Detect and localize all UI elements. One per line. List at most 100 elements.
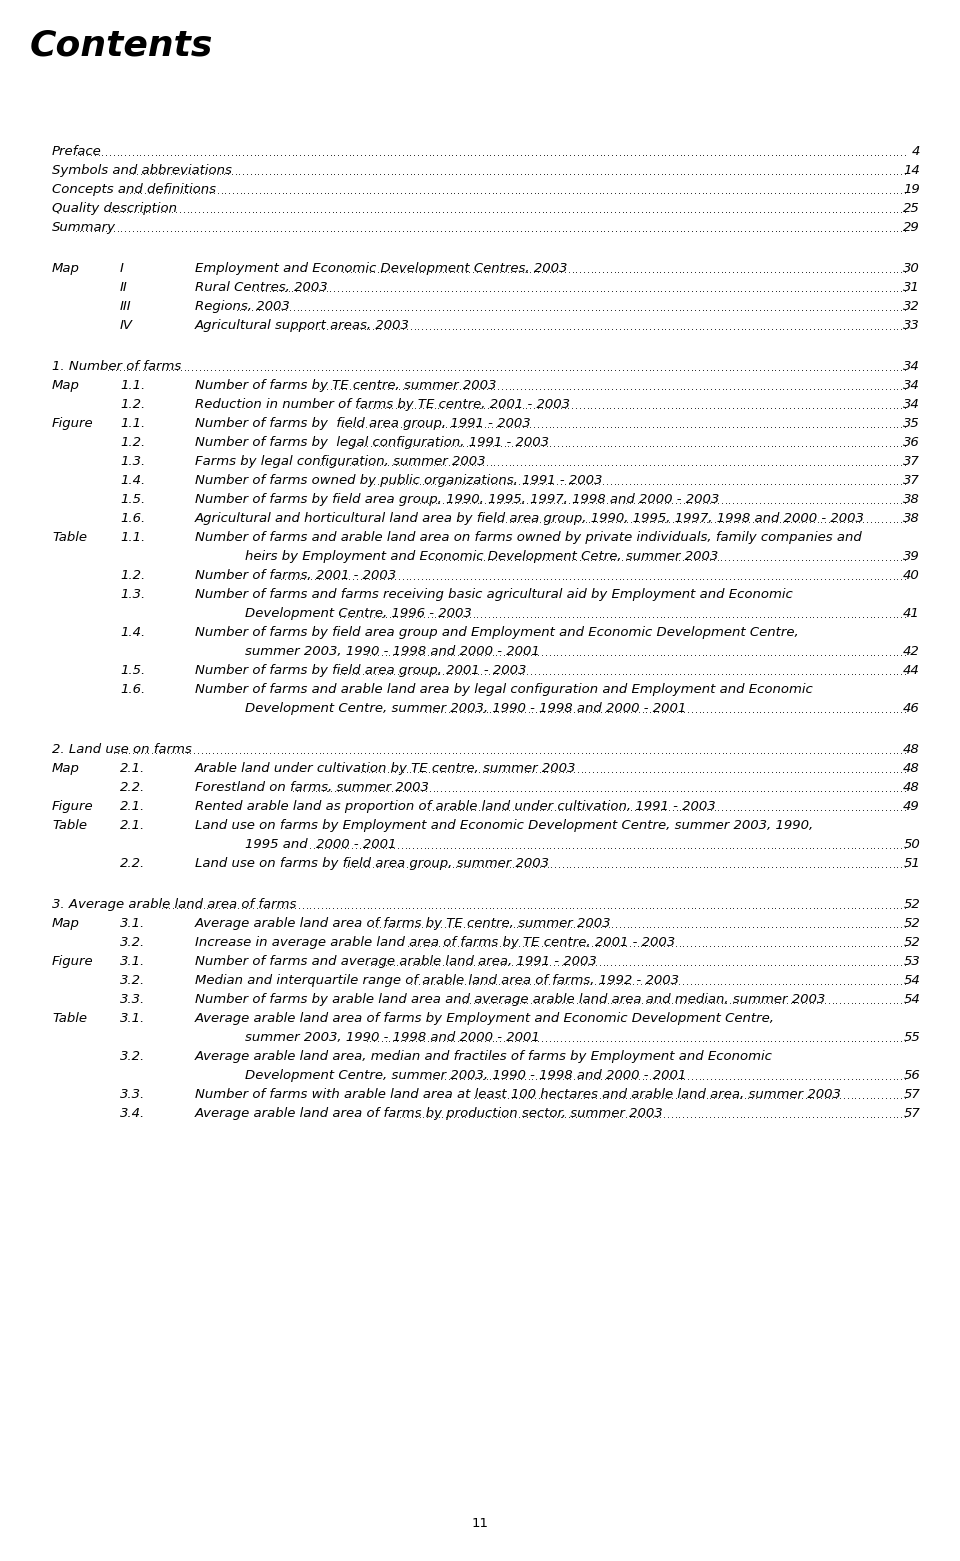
Text: 3.1.: 3.1.: [120, 955, 145, 968]
Text: 34: 34: [903, 398, 920, 411]
Text: 48: 48: [903, 743, 920, 756]
Text: 2.1.: 2.1.: [120, 799, 145, 813]
Text: Table: Table: [52, 531, 87, 543]
Text: 37: 37: [903, 475, 920, 487]
Text: 38: 38: [903, 493, 920, 506]
Text: 1.6.: 1.6.: [120, 512, 145, 524]
Text: Increase in average arable land area of farms by TE centre, 2001 - 2003: Increase in average arable land area of …: [195, 937, 675, 949]
Text: 36: 36: [903, 436, 920, 450]
Text: 44: 44: [903, 663, 920, 677]
Text: 34: 34: [903, 379, 920, 392]
Text: 14: 14: [903, 164, 920, 176]
Text: Average arable land area of farms by Employment and Economic Development Centre,: Average arable land area of farms by Emp…: [195, 1012, 775, 1026]
Text: Forestland on farms, summer 2003: Forestland on farms, summer 2003: [195, 780, 429, 795]
Text: Number of farms by field area group, 2001 - 2003: Number of farms by field area group, 200…: [195, 663, 526, 677]
Text: Average arable land area of farms by production sector, summer 2003: Average arable land area of farms by pro…: [195, 1107, 663, 1119]
Text: Rented arable land as proportion of arable land under cultivation, 1991 - 2003: Rented arable land as proportion of arab…: [195, 799, 715, 813]
Text: 11: 11: [471, 1517, 489, 1530]
Text: Average arable land area, median and fractiles of farms by Employment and Econom: Average arable land area, median and fra…: [195, 1051, 773, 1063]
Text: Median and interquartile range of arable land area of farms, 1992 - 2003: Median and interquartile range of arable…: [195, 974, 679, 987]
Text: 46: 46: [903, 702, 920, 715]
Text: 48: 48: [903, 780, 920, 795]
Text: 4: 4: [912, 145, 920, 158]
Text: 1.6.: 1.6.: [120, 684, 145, 696]
Text: Agricultural support areas, 2003: Agricultural support areas, 2003: [195, 318, 410, 332]
Text: 2.2.: 2.2.: [120, 780, 145, 795]
Text: Rural Centres, 2003: Rural Centres, 2003: [195, 281, 327, 293]
Text: 57: 57: [903, 1088, 920, 1101]
Text: Number of farms and arable land area by legal configuration and Employment and E: Number of farms and arable land area by …: [195, 684, 813, 696]
Text: 1.3.: 1.3.: [120, 588, 145, 601]
Text: 30: 30: [903, 262, 920, 275]
Text: Regions, 2003: Regions, 2003: [195, 300, 290, 314]
Text: 48: 48: [903, 762, 920, 774]
Text: 1. Number of farms: 1. Number of farms: [52, 361, 181, 373]
Text: Number of farms by TE centre, summer 2003: Number of farms by TE centre, summer 200…: [195, 379, 496, 392]
Text: 56: 56: [903, 1069, 920, 1082]
Text: 1.2.: 1.2.: [120, 570, 145, 582]
Text: Summary: Summary: [52, 222, 116, 234]
Text: Symbols and abbreviations: Symbols and abbreviations: [52, 164, 232, 176]
Text: 50: 50: [903, 838, 920, 851]
Text: Number of farms and farms receiving basic agricultural aid by Employment and Eco: Number of farms and farms receiving basi…: [195, 588, 793, 601]
Text: 49: 49: [903, 799, 920, 813]
Text: Number of farms, 2001 - 2003: Number of farms, 2001 - 2003: [195, 570, 396, 582]
Text: 2.1.: 2.1.: [120, 820, 145, 832]
Text: 37: 37: [903, 454, 920, 468]
Text: 54: 54: [903, 993, 920, 1005]
Text: 54: 54: [903, 974, 920, 987]
Text: I: I: [120, 262, 124, 275]
Text: Reduction in number of farms by TE centre, 2001 - 2003: Reduction in number of farms by TE centr…: [195, 398, 570, 411]
Text: Land use on farms by Employment and Economic Development Centre, summer 2003, 19: Land use on farms by Employment and Econ…: [195, 820, 813, 832]
Text: Preface: Preface: [52, 145, 102, 158]
Text: 3.1.: 3.1.: [120, 916, 145, 930]
Text: 1995 and  2000 - 2001: 1995 and 2000 - 2001: [245, 838, 396, 851]
Text: 2.2.: 2.2.: [120, 857, 145, 869]
Text: 1.1.: 1.1.: [120, 379, 145, 392]
Text: Number of farms and average arable land area, 1991 - 2003: Number of farms and average arable land …: [195, 955, 597, 968]
Text: Land use on farms by field area group, summer 2003: Land use on farms by field area group, s…: [195, 857, 549, 869]
Text: Map: Map: [52, 916, 80, 930]
Text: 42: 42: [903, 645, 920, 659]
Text: 3.3.: 3.3.: [120, 1088, 145, 1101]
Text: 31: 31: [903, 281, 920, 293]
Text: Development Centre, summer 2003, 1990 - 1998 and 2000 - 2001: Development Centre, summer 2003, 1990 - …: [245, 1069, 686, 1082]
Text: 25: 25: [903, 201, 920, 215]
Text: Arable land under cultivation by TE centre, summer 2003: Arable land under cultivation by TE cent…: [195, 762, 576, 774]
Text: Number of farms by field area group and Employment and Economic Development Cent: Number of farms by field area group and …: [195, 626, 799, 638]
Text: 52: 52: [903, 898, 920, 912]
Text: 40: 40: [903, 570, 920, 582]
Text: 19: 19: [903, 183, 920, 197]
Text: 41: 41: [903, 607, 920, 620]
Text: 34: 34: [903, 361, 920, 373]
Text: III: III: [120, 300, 132, 314]
Text: 1.2.: 1.2.: [120, 398, 145, 411]
Text: Number of farms and arable land area on farms owned by private individuals, fami: Number of farms and arable land area on …: [195, 531, 862, 543]
Text: Average arable land area of farms by TE centre, summer 2003: Average arable land area of farms by TE …: [195, 916, 612, 930]
Text: 39: 39: [903, 549, 920, 564]
Text: Number of farms by  legal configuration, 1991 - 2003: Number of farms by legal configuration, …: [195, 436, 549, 450]
Text: 1.3.: 1.3.: [120, 454, 145, 468]
Text: Figure: Figure: [52, 799, 94, 813]
Text: Map: Map: [52, 262, 80, 275]
Text: 55: 55: [903, 1030, 920, 1044]
Text: 38: 38: [903, 512, 920, 524]
Text: summer 2003, 1990 - 1998 and 2000 - 2001: summer 2003, 1990 - 1998 and 2000 - 2001: [245, 1030, 540, 1044]
Text: Number of farms with arable land area at least 100 hectares and arable land area: Number of farms with arable land area at…: [195, 1088, 841, 1101]
Text: 2.1.: 2.1.: [120, 762, 145, 774]
Text: Contents: Contents: [30, 28, 213, 62]
Text: Number of farms by field area group, 1990, 1995, 1997, 1998 and 2000 - 2003: Number of farms by field area group, 199…: [195, 493, 719, 506]
Text: 1.1.: 1.1.: [120, 531, 145, 543]
Text: Number of farms by arable land area and average arable land area and median, sum: Number of farms by arable land area and …: [195, 993, 826, 1005]
Text: 3.2.: 3.2.: [120, 974, 145, 987]
Text: Development Centre, 1996 - 2003: Development Centre, 1996 - 2003: [245, 607, 471, 620]
Text: 32: 32: [903, 300, 920, 314]
Text: 2. Land use on farms: 2. Land use on farms: [52, 743, 192, 756]
Text: 35: 35: [903, 417, 920, 429]
Text: Number of farms owned by public organizations, 1991 - 2003: Number of farms owned by public organiza…: [195, 475, 602, 487]
Text: Concepts and definitions: Concepts and definitions: [52, 183, 216, 197]
Text: 3.2.: 3.2.: [120, 937, 145, 949]
Text: Figure: Figure: [52, 417, 94, 429]
Text: Agricultural and horticultural land area by field area group, 1990, 1995, 1997, : Agricultural and horticultural land area…: [195, 512, 865, 524]
Text: Farms by legal configuration, summer 2003: Farms by legal configuration, summer 200…: [195, 454, 486, 468]
